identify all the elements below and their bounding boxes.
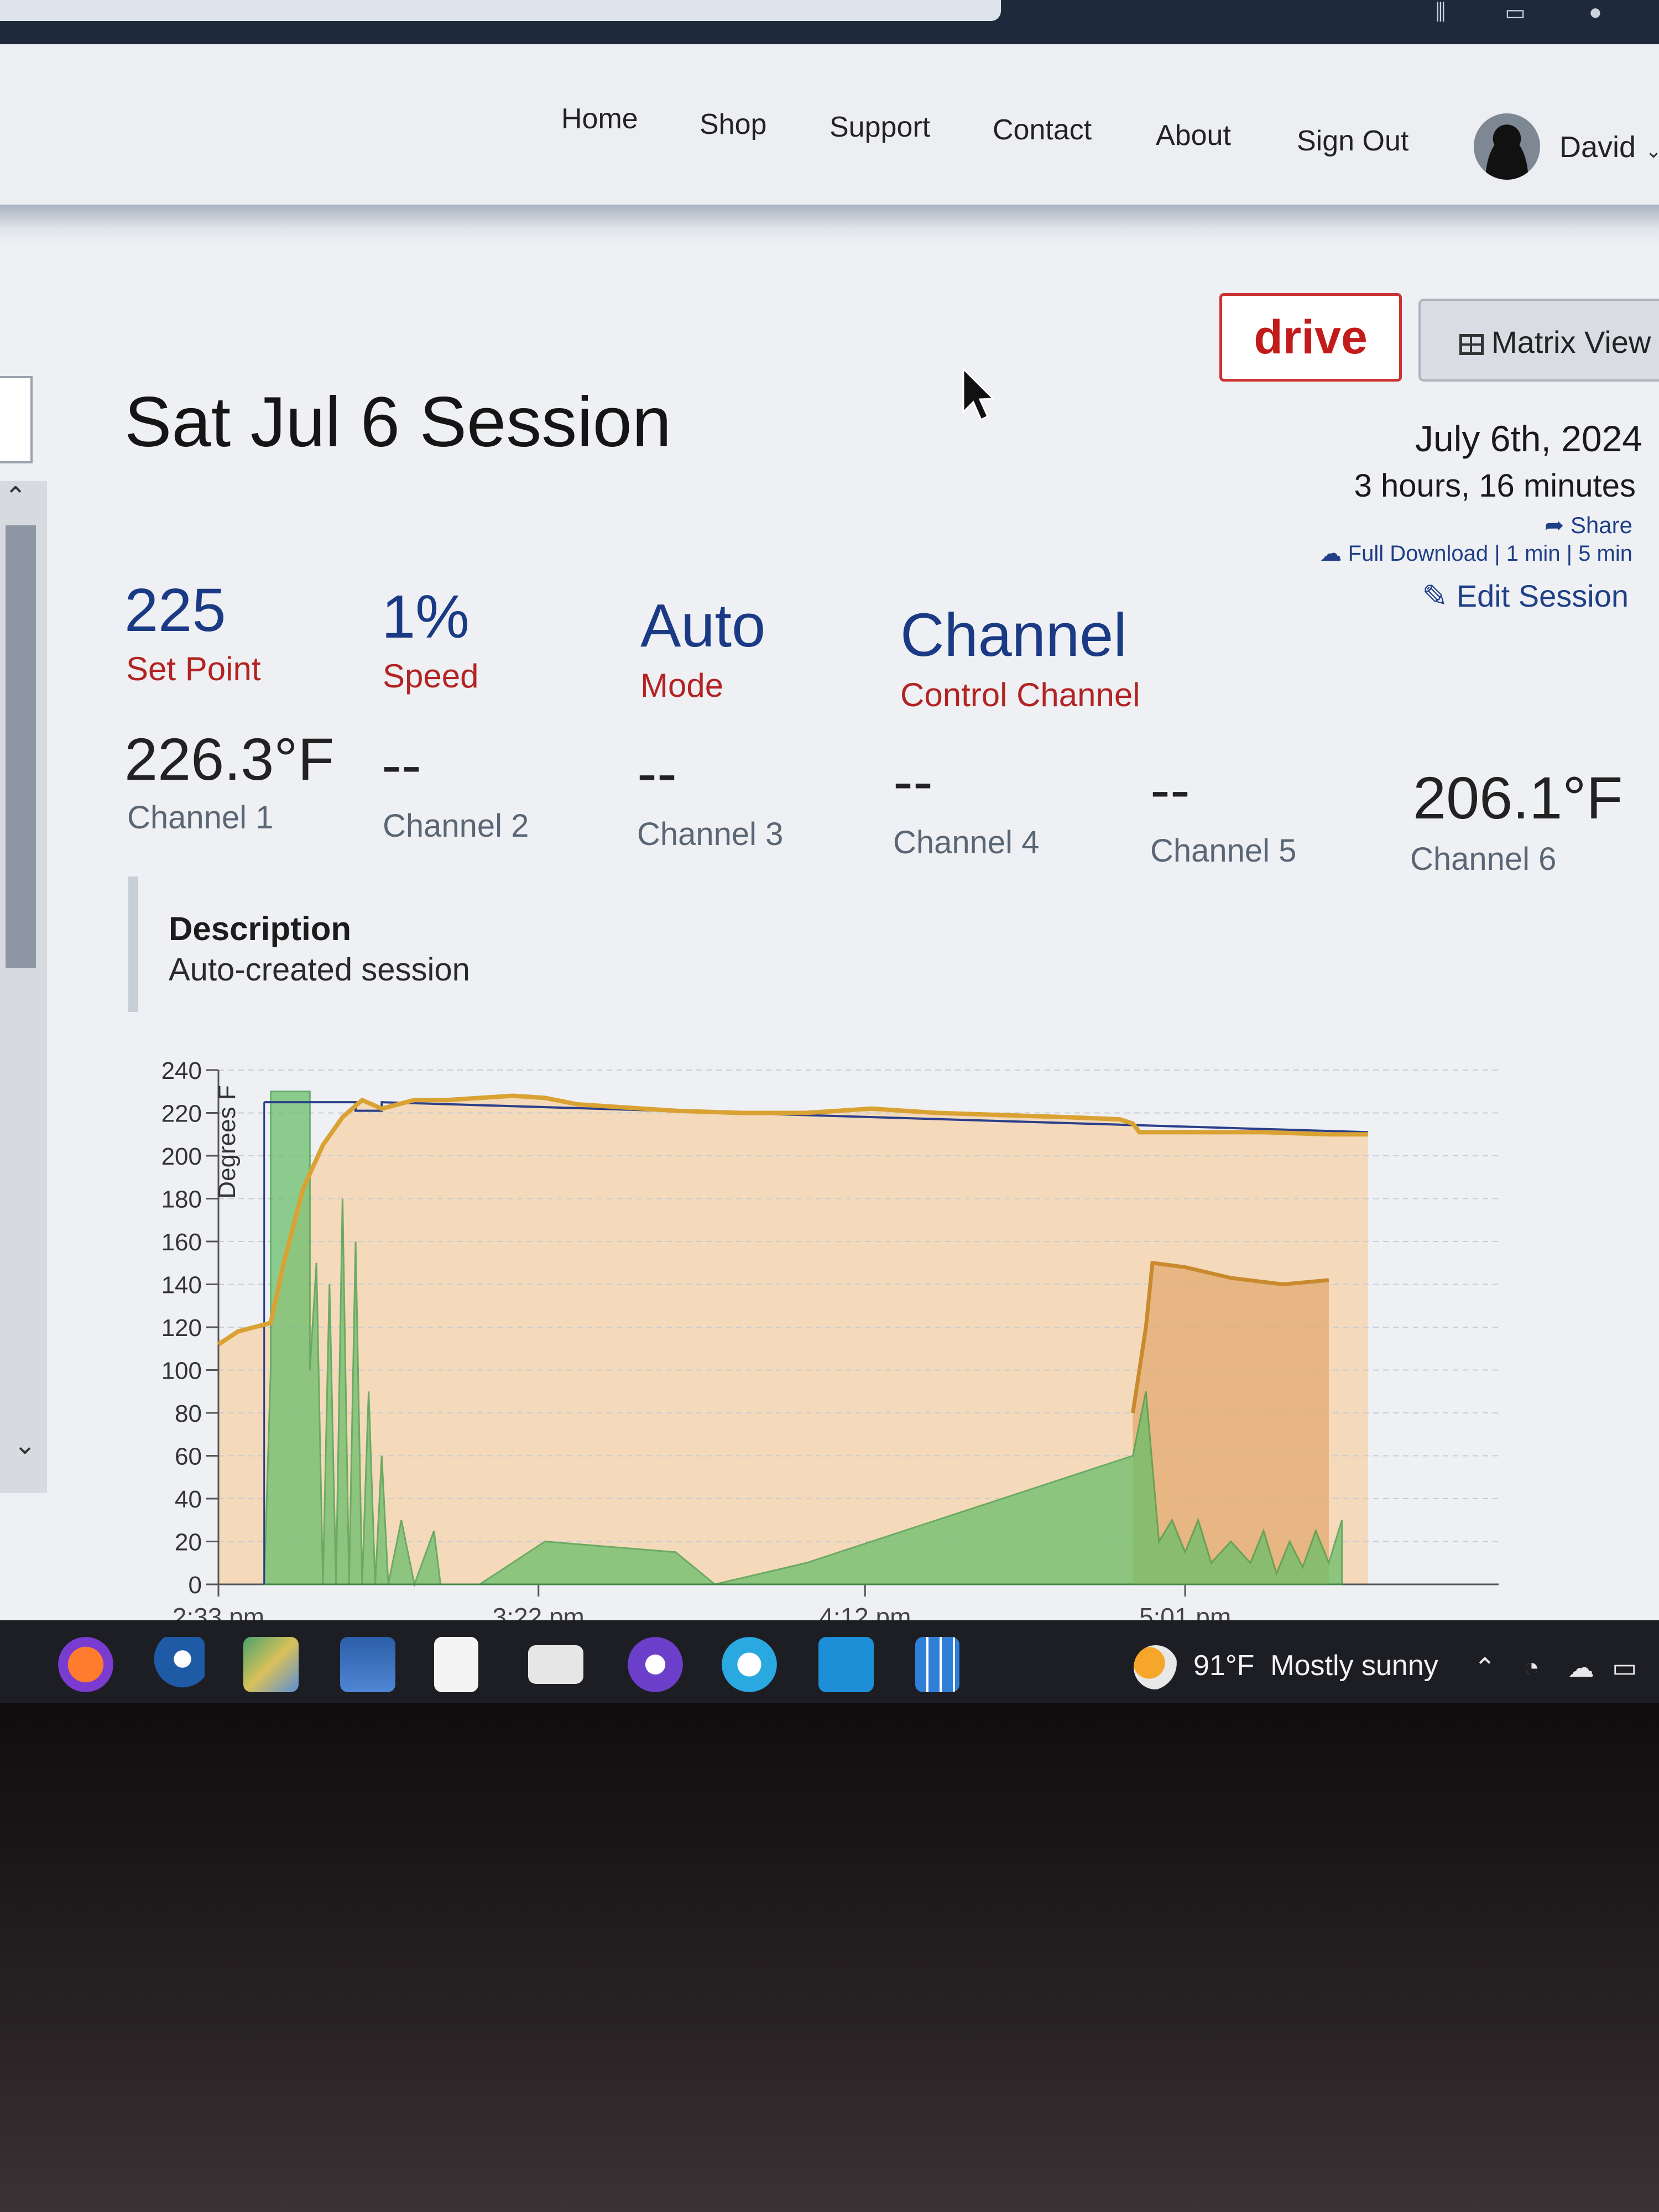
set-point-value: 225 [124,576,226,644]
pit-temperature-line [217,1093,1368,1347]
share-label: Share [1570,512,1632,538]
game-app-icon[interactable] [243,1637,299,1692]
setpoint-line [264,1101,1368,1134]
mode-label: Mode [640,667,724,704]
pit-area-fill [218,1095,1368,1584]
channel-2-value: -- [382,731,421,798]
library-icon[interactable]: ⫼ [1435,0,1446,24]
weather-icon[interactable] [1134,1645,1178,1689]
user-menu-chevron-icon[interactable]: ⌄ [1645,139,1659,162]
firefox-icon[interactable] [58,1637,113,1692]
channel-5-value: -- [1150,756,1190,823]
y-tick-label: 80 [175,1400,202,1427]
nav-contact[interactable]: Contact [993,114,1092,146]
food-temperature-line [1131,1260,1329,1413]
steam-icon[interactable] [149,1637,205,1692]
y-tick-label: 120 [161,1314,202,1342]
scroll-up-chevron-icon[interactable]: ⌃ [4,482,27,512]
y-tick-label: 0 [189,1572,202,1599]
calendar-app-icon[interactable] [818,1637,874,1692]
y-tick-label: 40 [175,1486,202,1513]
channel-6-value: 206.1°F [1413,764,1623,831]
nav-sign-out[interactable]: Sign Out [1297,125,1409,157]
scroll-down-chevron-icon[interactable]: ⌄ [14,1431,36,1460]
channel-4-label: Channel 4 [893,825,1040,860]
edit-session-label: Edit Session [1456,578,1629,613]
y-tick-label: 20 [175,1529,202,1556]
pencil-icon: ✎ [1422,578,1457,613]
calculator-icon[interactable] [915,1637,959,1692]
speed-label: Speed [383,658,479,695]
keyboard-device-icon[interactable] [528,1645,583,1684]
cloud-icon[interactable]: ☁ [1568,1653,1594,1683]
edit-session-link[interactable]: ✎ Edit Session [1422,578,1629,614]
tray-chevron-up-icon[interactable]: ⌃ [1474,1653,1496,1683]
matrix-view-button[interactable]: Matrix View [1418,299,1659,382]
channel-2-label: Channel 2 [383,808,529,844]
y-tick-label: 200 [161,1143,202,1170]
site-navbar [0,44,1659,210]
share-arrow-icon: ➦ [1545,512,1571,538]
speed-value: 1% [382,583,469,651]
channel-3-value: -- [637,739,677,806]
navbar-shadow [0,205,1659,243]
channel-3-label: Channel 3 [637,816,784,852]
channel-1-value: 226.3°F [124,726,335,792]
battery-icon[interactable]: ▭ [1612,1653,1637,1683]
mode-value: Auto [640,592,766,660]
matrix-view-label: Matrix View [1491,325,1651,359]
channel-4-value: -- [893,748,933,815]
nav-support[interactable]: Support [830,111,931,143]
y-tick-label: 180 [161,1186,202,1213]
channel-5-label: Channel 5 [1150,833,1297,869]
mouse-cursor-icon [962,368,995,421]
download-links[interactable]: ☁ Full Download | 1 min | 5 min [1320,541,1632,566]
weather-text[interactable]: 91°F Mostly sunny [1193,1650,1438,1682]
food-area-fill [1133,1262,1329,1584]
solitaire-icon[interactable] [340,1637,395,1692]
session-title: Sat Jul 6 Session [124,383,671,462]
control-channel-label: Control Channel [900,676,1140,713]
description-accent-bar [128,877,138,1012]
account-icon[interactable]: ● [1588,0,1603,24]
y-axis-label: Degrees F [213,1085,241,1198]
sidebar-panel-edge [0,376,33,463]
drive-button[interactable]: drive [1219,293,1402,382]
y-tick-label: 100 [161,1358,202,1385]
channel-1-label: Channel 1 [127,800,274,836]
y-tick-label: 240 [161,1057,202,1084]
monitor-bezel [0,1703,1659,2212]
session-date: July 6th, 2024 [1415,418,1642,459]
scrollbar-thumb[interactable] [6,525,36,968]
y-tick-label: 140 [161,1272,202,1299]
control-channel-value: Channel [900,601,1127,669]
fan-speed-series [263,1091,1343,1588]
session-duration: 3 hours, 16 minutes [1354,468,1636,504]
download-label: Full Download | 1 min | 5 min [1348,541,1632,566]
y-tick-label: 60 [175,1443,202,1470]
y-tick-label: 160 [161,1229,202,1256]
description-title: Description [169,910,352,947]
temperature-chart[interactable]: 0 20 40 60 80 100 120 140 160 180 200 220 240 Degrees… [122,1040,1537,1659]
nav-about[interactable]: About [1156,119,1231,152]
cloud-download-icon: ☁ [1319,541,1348,566]
set-point-label: Set Point [126,650,261,687]
browser-tab[interactable] [0,0,1001,21]
copilot-app-icon[interactable] [628,1637,683,1692]
wifi-icon[interactable]: ◔ [1524,1653,1540,1682]
nav-home[interactable]: Home [561,103,638,135]
description-text: Auto-created session [169,952,470,988]
document-icon[interactable] [434,1637,478,1692]
user-avatar[interactable] [1474,113,1540,180]
channel-6-label: Channel 6 [1410,841,1557,877]
y-tick-label: 220 [161,1100,202,1128]
share-link[interactable]: ➦ Share [1545,512,1632,539]
reader-view-icon[interactable]: ▭ [1505,1,1526,25]
table-grid-icon [1459,334,1484,355]
user-name[interactable]: David [1559,131,1636,164]
nav-shop[interactable]: Shop [700,108,767,140]
store-app-icon[interactable] [722,1637,777,1692]
